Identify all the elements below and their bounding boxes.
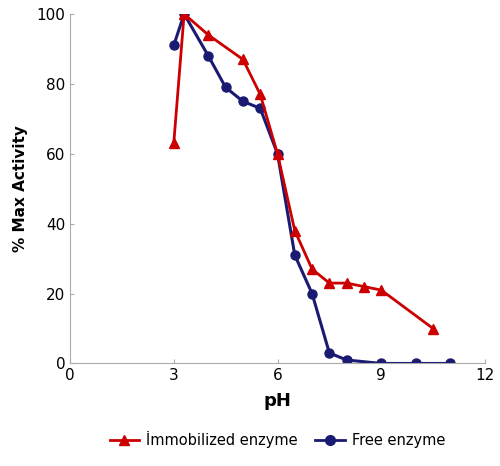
X-axis label: pH: pH: [264, 392, 291, 410]
Legend: İmmobilized enzyme, Free enzyme: İmmobilized enzyme, Free enzyme: [104, 425, 451, 454]
Y-axis label: % Max Activity: % Max Activity: [13, 125, 28, 252]
